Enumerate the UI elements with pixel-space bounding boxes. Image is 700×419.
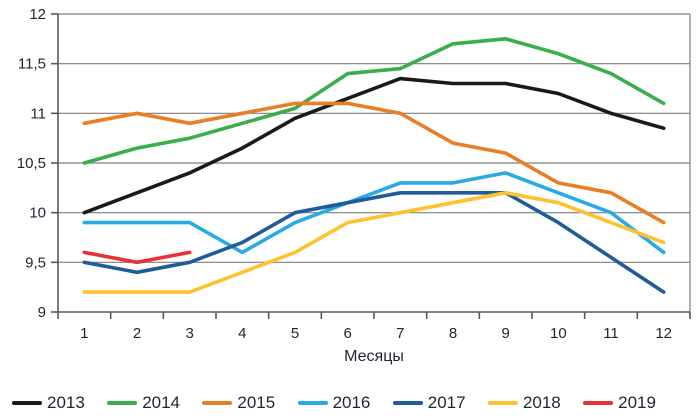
legend-swatch-icon (12, 400, 42, 405)
legend-label: 2015 (237, 393, 276, 412)
legend-label: 2018 (522, 393, 561, 412)
x-tick-label: 4 (238, 325, 246, 342)
legend-swatch-icon (297, 400, 328, 405)
series-line-2018 (82, 191, 666, 294)
x-tick-label: 3 (185, 325, 193, 342)
y-tick-label: 10,5 (17, 155, 46, 172)
x-axis-title: Месяцы (344, 348, 404, 365)
series-line-2015 (82, 101, 666, 225)
legend-label: 2013 (47, 393, 85, 412)
series-line-2019 (82, 250, 192, 265)
series-line-2014 (82, 36, 666, 165)
legend-swatch-icon (392, 400, 423, 405)
legend-item-2019: 2019 (583, 394, 656, 411)
x-tick-label: 12 (655, 325, 672, 342)
y-tick-label: 12 (29, 6, 46, 23)
y-tick-label: 10 (29, 205, 46, 222)
legend-label: 2014 (142, 393, 181, 412)
legend-swatch-icon (583, 400, 614, 405)
x-tick-label: 10 (550, 325, 567, 342)
legend-item-2016: 2016 (297, 393, 371, 412)
legend-label: 2017 (427, 393, 466, 412)
legend-item-2013: 2013 (12, 394, 85, 411)
legend-item-2017: 2017 (392, 393, 466, 412)
x-tick-label: 6 (343, 325, 351, 342)
legend-item-2015: 2015 (202, 394, 275, 411)
legend-swatch-icon (107, 400, 138, 405)
x-tick-label: 11 (603, 325, 619, 342)
series-line-2017 (82, 191, 666, 294)
legend-label: 2016 (332, 393, 371, 412)
series-line-2016 (82, 171, 666, 255)
legend-item-2014: 2014 (107, 394, 180, 411)
x-tick-label: 8 (449, 325, 457, 342)
x-tick-label: 7 (396, 325, 404, 342)
legend-swatch-icon (202, 400, 233, 405)
series-line-2013 (82, 76, 666, 215)
y-tick-label: 9 (38, 304, 46, 321)
x-tick-label: 5 (291, 325, 299, 342)
legend-label: 2019 (618, 393, 656, 412)
legend-swatch-icon (487, 400, 518, 405)
chart-legend: 2013 2014 2015 2016 2017 2018 2019 (12, 394, 656, 411)
x-tick-label: 2 (133, 325, 141, 342)
x-tick-label: 9 (501, 325, 509, 342)
x-tick-label: 1 (80, 325, 88, 342)
y-tick-label: 11,5 (18, 56, 46, 73)
legend-item-2018: 2018 (487, 393, 561, 412)
y-tick-label: 9,5 (25, 254, 46, 271)
y-tick-label: 11 (30, 105, 46, 122)
